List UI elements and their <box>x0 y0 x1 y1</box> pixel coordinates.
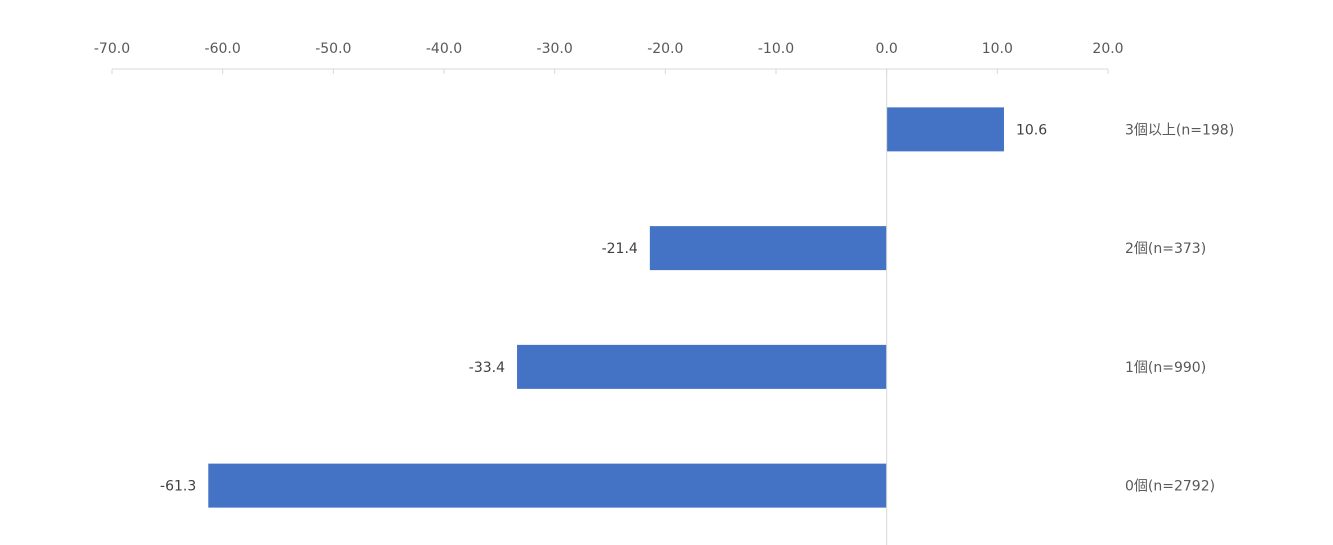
x-tick-label: -40.0 <box>426 41 462 57</box>
category-label: 1個(n=990) <box>1125 360 1206 376</box>
category-label: 2個(n=373) <box>1125 241 1206 257</box>
x-tick-label: -10.0 <box>758 41 794 57</box>
data-label: -61.3 <box>160 479 196 495</box>
category-labels: 3個以上(n=198) 2個(n=373) 1個(n=990) 0個(n=2792) <box>1125 122 1234 494</box>
data-label: 10.6 <box>1016 122 1047 138</box>
x-tick-label: -30.0 <box>537 41 573 57</box>
data-labels: 10.6 -21.4 -33.4 -61.3 <box>160 122 1047 494</box>
x-axis: -70.0 -60.0 -50.0 -40.0 -30.0 -20.0 -10.0 0.0 10… <box>94 41 1124 74</box>
category-label: 0個(n=2792) <box>1125 479 1215 495</box>
x-tick-label: -50.0 <box>315 41 351 57</box>
x-tick-label: 20.0 <box>1092 41 1123 57</box>
category-label: 3個以上(n=198) <box>1125 122 1234 138</box>
x-tick-label: 0.0 <box>876 41 898 57</box>
x-tick-label: -70.0 <box>94 41 130 57</box>
bar <box>649 226 887 271</box>
bars <box>208 107 1004 508</box>
x-tick-label: -60.0 <box>205 41 241 57</box>
data-label: -21.4 <box>602 241 638 257</box>
bar <box>208 463 887 508</box>
bar <box>517 344 887 389</box>
x-tick-label: 10.0 <box>982 41 1013 57</box>
data-label: -33.4 <box>469 360 505 376</box>
bar <box>886 107 1004 152</box>
x-tick-label: -20.0 <box>647 41 683 57</box>
